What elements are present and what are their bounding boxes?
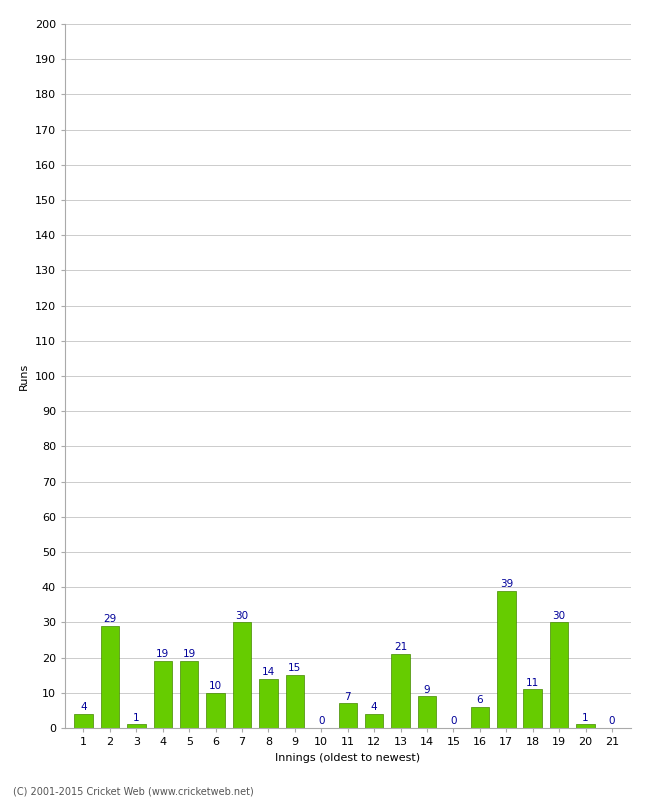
Bar [497,590,515,728]
Text: 15: 15 [288,663,302,674]
Text: 39: 39 [500,579,513,589]
Text: 7: 7 [344,691,351,702]
Bar [577,725,595,728]
Text: 19: 19 [183,650,196,659]
Text: 10: 10 [209,681,222,691]
Text: 4: 4 [80,702,87,712]
X-axis label: Innings (oldest to newest): Innings (oldest to newest) [275,753,421,762]
Text: 4: 4 [371,702,378,712]
Bar [153,661,172,728]
Text: 9: 9 [424,685,430,694]
Bar [339,703,357,728]
Text: 0: 0 [318,716,324,726]
Bar [365,714,384,728]
Bar [550,622,568,728]
Bar [180,661,198,728]
Text: 21: 21 [394,642,408,652]
Text: 14: 14 [262,667,275,677]
Text: 30: 30 [235,610,248,621]
Bar [471,707,489,728]
Bar [207,693,225,728]
Bar [285,675,304,728]
Text: 0: 0 [609,716,616,726]
Text: 11: 11 [526,678,540,687]
Text: 0: 0 [450,716,457,726]
Bar [127,725,146,728]
Bar [74,714,93,728]
Text: 19: 19 [156,650,170,659]
Text: 6: 6 [476,695,483,705]
Text: (C) 2001-2015 Cricket Web (www.cricketweb.net): (C) 2001-2015 Cricket Web (www.cricketwe… [13,786,254,796]
Text: 29: 29 [103,614,116,624]
Y-axis label: Runs: Runs [20,362,29,390]
Text: 30: 30 [552,610,566,621]
Bar [101,626,119,728]
Bar [259,678,278,728]
Text: 1: 1 [582,713,589,722]
Bar [233,622,252,728]
Bar [418,696,436,728]
Bar [523,690,542,728]
Text: 1: 1 [133,713,140,722]
Bar [391,654,410,728]
